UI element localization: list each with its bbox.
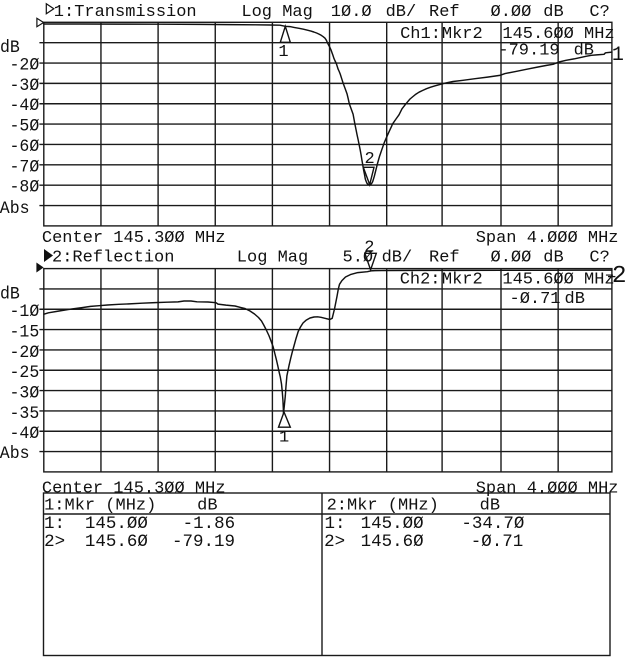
svg-text:Ref: Ref xyxy=(429,248,460,267)
svg-text:-34.7Ø: -34.7Ø xyxy=(461,514,524,534)
svg-text:Center 145.3ØØ MHz: Center 145.3ØØ MHz xyxy=(42,229,226,248)
svg-text:145.6Ø: 145.6Ø xyxy=(361,532,424,552)
svg-text:Ø.ØØ: Ø.ØØ xyxy=(491,3,532,22)
svg-text:-7Ø: -7Ø xyxy=(10,158,40,178)
svg-text:-35: -35 xyxy=(10,404,40,424)
svg-text:1:: 1: xyxy=(44,514,65,534)
svg-text:Log Mag: Log Mag xyxy=(241,3,312,22)
svg-text:-6Ø: -6Ø xyxy=(10,137,40,157)
svg-text:Ref: Ref xyxy=(429,3,460,22)
svg-text:-2Ø: -2Ø xyxy=(10,56,40,76)
svg-text:1:Mkr (MHz) dB: 1:Mkr (MHz) dB xyxy=(44,496,217,515)
svg-text:Span 4.ØØØ MHz: Span 4.ØØØ MHz xyxy=(476,479,619,498)
svg-text:2>: 2> xyxy=(324,532,345,552)
svg-text:Span 4.ØØØ MHz: Span 4.ØØØ MHz xyxy=(476,229,619,248)
svg-text:Log Mag: Log Mag xyxy=(237,248,308,267)
svg-text:Ch2:: Ch2: xyxy=(400,270,441,289)
svg-text:145.6ØØ MHz: 145.6ØØ MHz xyxy=(502,25,614,44)
svg-text:1: 1 xyxy=(279,429,289,448)
svg-text:Mkr2: Mkr2 xyxy=(442,270,483,289)
svg-text:-1.86: -1.86 xyxy=(183,514,236,534)
svg-text:C?: C? xyxy=(589,248,609,267)
svg-text:2>: 2> xyxy=(44,532,65,552)
svg-text:-79.19: -79.19 xyxy=(172,532,235,552)
svg-text:Center 145.3ØØ MHz: Center 145.3ØØ MHz xyxy=(42,479,226,498)
svg-text:Mkr2: Mkr2 xyxy=(442,25,483,44)
svg-text:2: 2 xyxy=(612,263,627,290)
svg-text:-4Ø: -4Ø xyxy=(10,97,40,117)
svg-text:Ø.ØØ: Ø.ØØ xyxy=(491,248,532,267)
svg-text:dB: dB xyxy=(543,248,563,267)
svg-text:dB: dB xyxy=(574,41,594,60)
svg-text:dB/: dB/ xyxy=(386,3,417,22)
svg-text:Abs: Abs xyxy=(0,445,30,465)
svg-text:Ch1:: Ch1: xyxy=(400,25,441,44)
svg-text:-1Ø: -1Ø xyxy=(10,303,40,323)
svg-text:1Ø.Ø: 1Ø.Ø xyxy=(331,3,372,22)
svg-text:-15: -15 xyxy=(10,323,40,343)
svg-text:C?: C? xyxy=(589,3,609,22)
svg-text:1:: 1: xyxy=(325,514,346,534)
svg-text:1:Transmission: 1:Transmission xyxy=(54,3,197,22)
svg-text:1: 1 xyxy=(278,43,288,62)
svg-text:-8Ø: -8Ø xyxy=(10,178,40,198)
svg-text:2: 2 xyxy=(364,239,374,258)
svg-text:-3Ø: -3Ø xyxy=(10,384,40,404)
svg-text:2:Reflection: 2:Reflection xyxy=(52,248,174,267)
svg-text:-Ø.71: -Ø.71 xyxy=(471,532,524,552)
svg-text:-79.19: -79.19 xyxy=(498,41,559,60)
svg-text:dB: dB xyxy=(0,39,20,59)
svg-text:145.6Ø: 145.6Ø xyxy=(85,532,148,552)
svg-text:1: 1 xyxy=(612,44,624,67)
svg-text:5.Ø: 5.Ø xyxy=(343,248,374,267)
svg-text:2:Mkr (MHz) dB: 2:Mkr (MHz) dB xyxy=(327,496,500,515)
svg-text:dB: dB xyxy=(565,290,585,309)
svg-text:-25: -25 xyxy=(10,364,40,384)
svg-text:145.6ØØ MHz: 145.6ØØ MHz xyxy=(502,270,614,289)
svg-text:-2Ø: -2Ø xyxy=(10,343,40,363)
svg-text:-5Ø: -5Ø xyxy=(10,117,40,137)
svg-text:-3Ø: -3Ø xyxy=(10,76,40,96)
svg-text:145.ØØ: 145.ØØ xyxy=(361,514,424,534)
svg-text:-4Ø: -4Ø xyxy=(10,425,40,445)
svg-text:2: 2 xyxy=(365,150,375,169)
svg-text:145.ØØ: 145.ØØ xyxy=(85,514,148,534)
svg-text:Abs: Abs xyxy=(0,199,30,219)
svg-text:dB/: dB/ xyxy=(382,248,413,267)
svg-text:dB: dB xyxy=(0,285,20,305)
svg-text:-Ø.71: -Ø.71 xyxy=(510,290,561,309)
svg-text:dB: dB xyxy=(543,3,563,22)
